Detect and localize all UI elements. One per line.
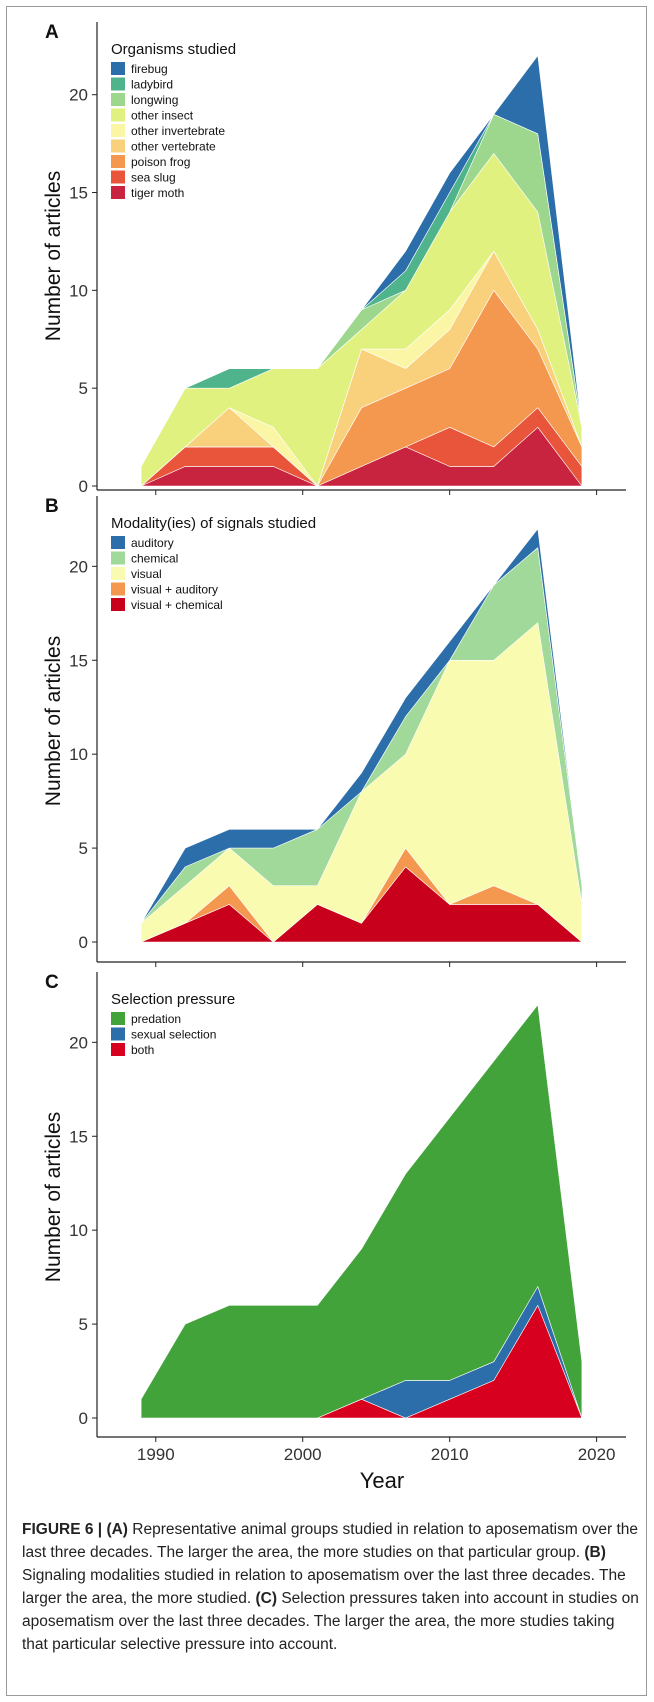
y-tick-label: 5 <box>79 1315 88 1334</box>
legend-swatch <box>111 124 125 137</box>
legend-label: both <box>131 1043 154 1057</box>
legend-swatch <box>111 62 125 75</box>
legend: Organisms studied firebug ladybirdlongwing… <box>111 41 236 200</box>
panel-letter: A <box>45 22 59 43</box>
legend-swatch <box>111 1027 125 1041</box>
y-tick-label: 10 <box>69 745 88 764</box>
legend-swatch <box>111 170 125 184</box>
panel-c: 0 5 10 15 20 1990 2000 2010 2020 Number of articl… <box>42 972 626 1464</box>
legend-label: longwing <box>131 93 178 107</box>
y-tick-label: 10 <box>69 1221 88 1240</box>
figure-caption: FIGURE 6 | (A) Representative animal gro… <box>22 1518 640 1656</box>
caption-b-text: Signaling modalities studied in relation… <box>22 1567 626 1607</box>
legend-label: other vertebrate <box>131 140 216 154</box>
legend-label: visual <box>131 567 162 581</box>
panel-letter: B <box>45 496 59 517</box>
legend-title: Selection pressure <box>111 991 235 1008</box>
panel-a: 0 5 10 15 20 Number of articles A Organisms stu… <box>42 22 626 496</box>
y-tick-label: 0 <box>79 1409 88 1428</box>
legend-title: Modality(ies) of signals studied <box>111 515 316 532</box>
legend-label: visual + chemical <box>131 598 223 612</box>
legend-swatch <box>111 1012 125 1025</box>
y-axis-label: Number of articles <box>42 1112 65 1282</box>
y-tick-label: 20 <box>69 1033 88 1052</box>
area-firebug <box>140 55 583 467</box>
figure-frame <box>6 6 647 1696</box>
caption-b-label: (B) <box>584 1544 606 1561</box>
y-tick-label: 15 <box>69 651 88 670</box>
legend-label: visual + auditory <box>131 583 218 597</box>
legend-label: other insect <box>131 109 194 123</box>
legend-label: firebug <box>131 62 168 76</box>
legend-swatch <box>111 551 125 565</box>
y-tick-label: 5 <box>79 379 88 398</box>
legend-label: poison frog <box>131 155 190 169</box>
y-tick-label: 0 <box>79 933 88 952</box>
legend-swatch <box>111 582 125 596</box>
legend-label: sea slug <box>131 171 176 185</box>
legend-label: tiger moth <box>131 186 184 200</box>
y-tick-label: 20 <box>69 557 88 576</box>
caption-c-text: Selection pressures taken into account i… <box>22 1590 639 1653</box>
y-tick-label: 15 <box>69 184 88 203</box>
x-tick-label: 1990 <box>137 1445 175 1464</box>
legend: Selection pressure predation sexual select… <box>111 991 235 1057</box>
caption-a-text: Representative animal groups studied in … <box>22 1521 639 1561</box>
legend-label: sexual selection <box>131 1028 216 1042</box>
y-tick-label: 10 <box>69 281 88 300</box>
caption-figure-label: FIGURE 6 | <box>22 1521 103 1538</box>
legend-swatch <box>111 567 125 580</box>
legend-label: ladybird <box>131 78 173 92</box>
caption-c-label: (C) <box>255 1590 278 1607</box>
y-axis-label: Number of articles <box>42 636 65 806</box>
legend-label: other invertebrate <box>131 124 225 138</box>
y-tick-label: 20 <box>69 86 88 105</box>
x-axis-label: Year <box>360 1468 404 1493</box>
y-axis-label: Number of articles <box>42 171 65 341</box>
area-predation <box>140 1004 583 1419</box>
legend-swatch <box>111 93 125 106</box>
legend-swatch <box>111 108 125 122</box>
legend-swatch <box>111 139 125 153</box>
legend-swatch <box>111 77 125 91</box>
x-tick-label: 2000 <box>284 1445 322 1464</box>
legend-swatch <box>111 536 125 549</box>
x-tick-label: 2010 <box>431 1445 469 1464</box>
x-tick-label: 2020 <box>578 1445 616 1464</box>
legend-swatch <box>111 155 125 168</box>
legend-label: predation <box>131 1012 181 1026</box>
legend-swatch <box>111 186 125 199</box>
y-tick-label: 0 <box>79 477 88 496</box>
y-tick-label: 5 <box>79 839 88 858</box>
legend-title: Organisms studied <box>111 41 236 58</box>
legend-swatch <box>111 598 125 611</box>
legend-label: auditory <box>131 536 174 550</box>
area-auditory <box>140 528 583 924</box>
panel-letter: C <box>45 972 59 993</box>
caption-a-label: (A) <box>106 1521 128 1538</box>
legend-swatch <box>111 1043 125 1056</box>
y-tick-label: 15 <box>69 1127 88 1146</box>
legend-label: chemical <box>131 552 178 566</box>
legend: Modality(ies) of signals studied auditory… <box>111 515 316 612</box>
figure-charts: 0 5 10 15 20 Number of articles A Organisms stu… <box>42 22 626 1493</box>
panel-b: 0 5 10 15 20 Number of articles B Modality(ies)… <box>42 496 626 967</box>
